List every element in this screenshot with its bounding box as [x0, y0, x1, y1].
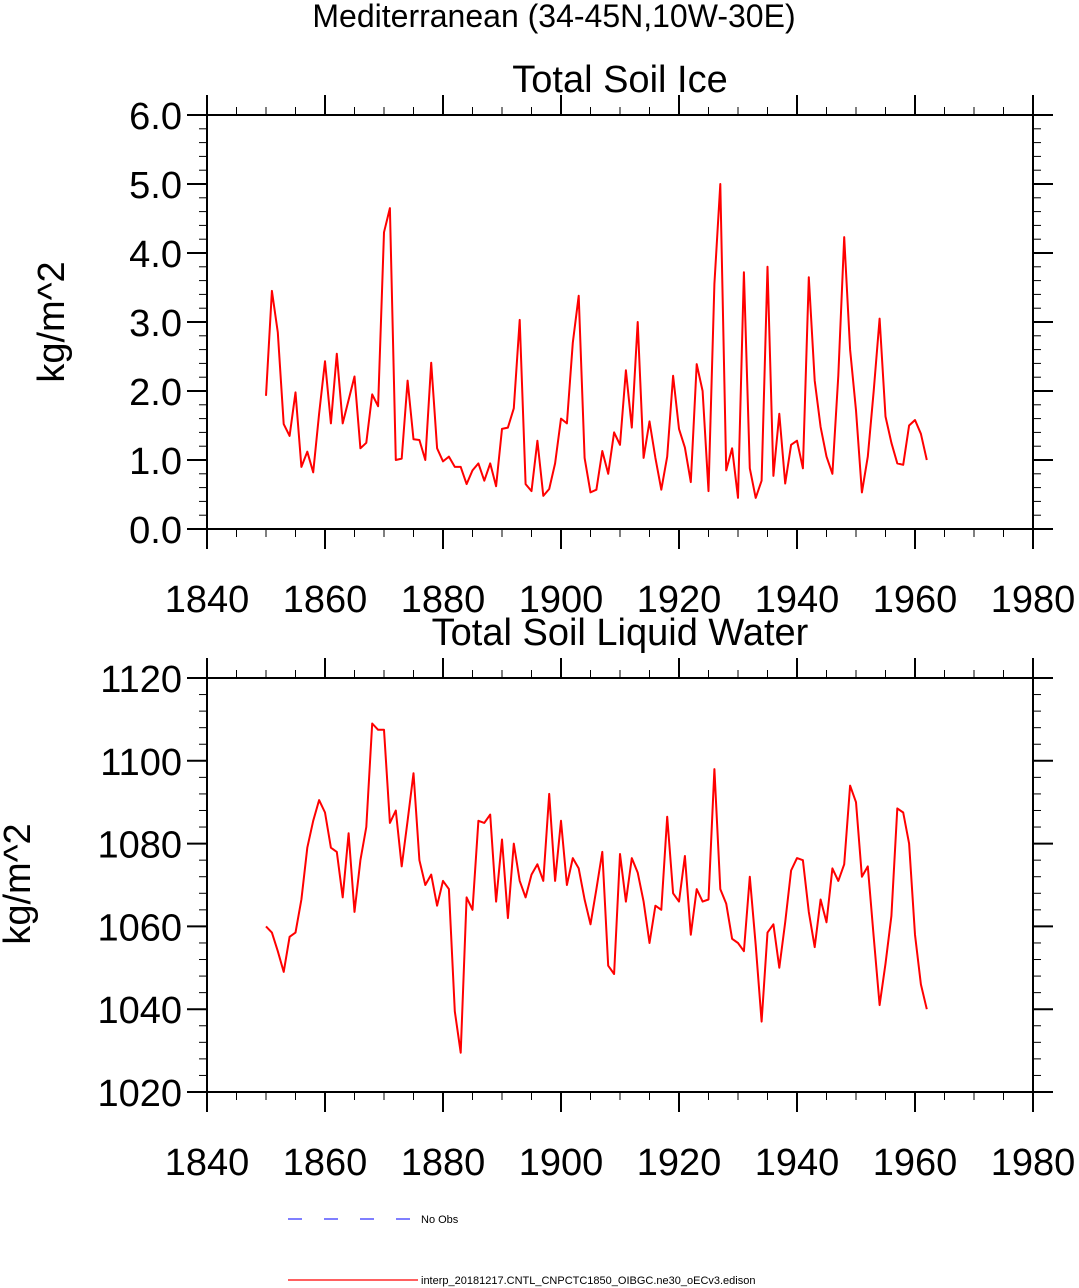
- soil-liquid-x-tick-label: 1940: [755, 1142, 840, 1184]
- soil-liquid-title: Total Soil Liquid Water: [432, 612, 809, 654]
- soil-ice-y-tick-label: 3.0: [129, 303, 182, 345]
- soil-ice-x-tick-label: 1860: [283, 579, 368, 621]
- soil-ice-x-tick-label: 1920: [637, 579, 722, 621]
- soil-ice-y-tick-label: 4.0: [129, 234, 182, 276]
- soil-ice-series-line: [265, 183, 928, 499]
- soil-ice-y-tick-label: 6.0: [129, 96, 182, 138]
- soil-ice-y-tick-label: 5.0: [129, 165, 182, 207]
- soil-ice-title: Total Soil Ice: [512, 59, 727, 101]
- legend-no-obs-label: No Obs: [421, 1214, 459, 1226]
- soil-ice-y-tick-label: 1.0: [129, 441, 182, 483]
- soil-ice-x-tick-label: 1880: [401, 579, 486, 621]
- soil-liquid-y-tick-label: 1060: [97, 907, 182, 949]
- soil-liquid-x-tick-label: 1880: [401, 1142, 486, 1184]
- soil-ice-y-tick-label: 0.0: [129, 510, 182, 552]
- soil-liquid-plot-frame: [206, 677, 1034, 1093]
- soil-liquid-x-tick-label: 1960: [873, 1142, 958, 1184]
- soil-ice-y-tick-label: 2.0: [129, 372, 182, 414]
- legend-model-label: interp_20181217.CNTL_CNPCTC1850_OIBGC.ne…: [421, 1275, 755, 1287]
- soil-liquid-x-tick-label: 1860: [283, 1142, 368, 1184]
- soil-liquid-x-tick-label: 1840: [165, 1142, 250, 1184]
- soil-ice-x-tick-label: 1960: [873, 579, 958, 621]
- soil-ice-plot-frame: [206, 114, 1034, 530]
- soil-ice-x-tick-label: 1940: [755, 579, 840, 621]
- figure-title: Mediterranean (34-45N,10W-30E): [312, 0, 795, 34]
- soil-ice-x-tick-label: 1840: [165, 579, 250, 621]
- soil-liquid-y-tick-label: 1080: [97, 825, 182, 867]
- soil-liquid-series-line: [265, 722, 928, 1054]
- soil-liquid-y-tick-label: 1040: [97, 990, 182, 1032]
- soil-liquid-y-tick-label: 1120: [100, 659, 182, 701]
- soil-ice-x-tick-label: 1900: [519, 579, 604, 621]
- soil-liquid-ylabel: kg/m^2: [0, 823, 39, 944]
- legend: No Obs interp_20181217.CNTL_CNPCTC1850_O…: [288, 1214, 755, 1287]
- soil-liquid-y-tick-label: 1100: [100, 742, 182, 784]
- soil-liquid-y-tick-label: 1020: [97, 1073, 182, 1115]
- soil-liquid-x-tick-label: 1920: [637, 1142, 722, 1184]
- soil-ice-ylabel: kg/m^2: [31, 261, 73, 382]
- soil-liquid-x-tick-label: 1900: [519, 1142, 604, 1184]
- soil-liquid-x-tick-label: 1980: [991, 1142, 1076, 1184]
- soil-liquid-panel: Total Soil Liquid Water kg/m^2 1840 1860 1…: [0, 612, 1075, 1184]
- soil-ice-x-tick-label: 1980: [991, 579, 1076, 621]
- soil-ice-panel: Total Soil Ice kg/m^2 1840 1860 1880 1900 19…: [31, 59, 1075, 621]
